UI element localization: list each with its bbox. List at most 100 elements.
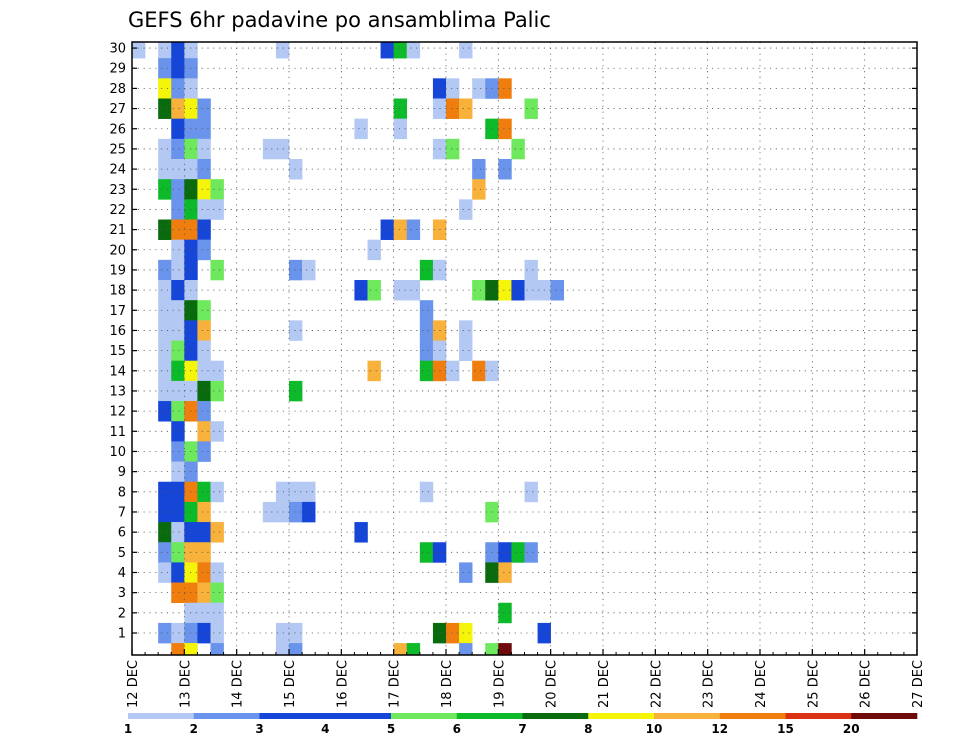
heatmap-cell: [380, 42, 394, 59]
y-tick-label: 2: [118, 606, 126, 621]
legend-swatch: [654, 713, 721, 719]
y-tick-label: 7: [118, 505, 126, 520]
y-tick-label: 14: [109, 364, 126, 379]
y-tick-label: 29: [109, 62, 126, 77]
heatmap-cell: [262, 501, 277, 523]
heatmap-cell: [197, 179, 211, 200]
heatmap-cell: [197, 300, 211, 321]
heatmap-cell: [275, 501, 290, 523]
heatmap-cell: [197, 380, 211, 402]
y-tick-label: 23: [109, 183, 126, 198]
heatmap-cell: [275, 643, 290, 656]
heatmap-cell: [393, 219, 408, 240]
legend-label: 2: [190, 722, 198, 736]
y-tick-label: 27: [109, 102, 126, 117]
y-tick-label: 21: [109, 223, 126, 238]
heatmap-cell: [289, 259, 303, 281]
heatmap-cell: [197, 98, 211, 119]
heatmap-cell: [197, 219, 211, 240]
heatmap-cell: [393, 643, 408, 656]
x-tick-label: 12 DEC: [126, 660, 141, 708]
heatmap-cell: [158, 622, 172, 644]
heatmap-cell: [171, 582, 185, 604]
heatmap-cell: [406, 643, 421, 656]
heatmap-cell: [210, 562, 224, 583]
y-tick-label: 19: [109, 263, 126, 278]
heatmap-cell: [171, 360, 185, 382]
y-tick-label: 11: [109, 425, 126, 440]
heatmap-cell: [393, 280, 408, 301]
heatmap-cells: [132, 42, 565, 656]
heatmap-cell: [158, 280, 172, 301]
x-tick-label: 13 DEC: [178, 660, 193, 708]
heatmap-cell: [158, 340, 172, 362]
legend-label: 7: [518, 722, 526, 736]
heatmap-cell: [472, 179, 486, 200]
heatmap-cell: [354, 522, 368, 543]
heatmap-cell: [498, 602, 512, 624]
grid-lines: [132, 42, 918, 655]
heatmap-cell: [275, 138, 290, 160]
y-tick-label: 20: [109, 243, 126, 258]
heatmap-cell: [197, 421, 211, 442]
heatmap-cell: [171, 118, 185, 140]
heatmap-cell: [419, 340, 434, 362]
y-tick-label: 3: [118, 586, 126, 601]
heatmap-cell: [158, 58, 172, 79]
heatmap-cell: [171, 501, 185, 523]
heatmap-cell: [171, 98, 185, 119]
heatmap-cell: [289, 320, 303, 341]
legend-swatch: [785, 713, 852, 719]
heatmap-cell: [158, 501, 172, 523]
x-axis: 12 DEC 13 DEC 14 DEC 15 DEC 16 DEC 17 DEC 18 D…: [126, 649, 926, 708]
heatmap-cell: [419, 300, 434, 321]
legend-label: 3: [255, 722, 263, 736]
legend-label: 15: [777, 722, 794, 736]
x-tick-label: 14 DEC: [231, 660, 246, 708]
x-tick-label: 15 DEC: [283, 660, 298, 708]
heatmap-cell: [158, 78, 172, 99]
y-tick-label: 13: [109, 384, 126, 399]
heatmap-cell: [171, 42, 185, 59]
heatmap-cell: [459, 340, 473, 362]
heatmap-cell: [158, 179, 172, 200]
heatmap-cell: [171, 159, 185, 180]
heatmap-cell: [171, 421, 185, 442]
heatmap-cell: [302, 481, 316, 503]
heatmap-cell: [393, 118, 408, 140]
heatmap-cell: [132, 42, 146, 59]
heatmap-cell: [472, 280, 486, 301]
heatmap-cell: [197, 340, 211, 362]
heatmap-cell: [184, 643, 198, 656]
heatmap-cell: [367, 280, 381, 301]
heatmap-cell: [171, 481, 185, 503]
heatmap-cell: [302, 259, 316, 281]
heatmap-cell: [210, 421, 224, 442]
heatmap-cell: [158, 138, 172, 160]
x-tick-label: 26 DEC: [859, 660, 874, 708]
heatmap-cell: [197, 239, 211, 261]
heatmap-cell: [524, 259, 538, 281]
heatmap-cell: [524, 280, 538, 301]
color-legend: 1 2 3 4 5 6 7 8 10 12 15 20: [124, 713, 918, 736]
heatmap-cell: [158, 159, 172, 180]
heatmap-cell: [498, 562, 512, 583]
legend-label: 10: [646, 722, 663, 736]
heatmap-cell: [275, 481, 290, 503]
heatmap-cell: [210, 360, 224, 382]
heatmap-cell: [419, 481, 434, 503]
legend-label: 4: [321, 722, 329, 736]
heatmap-cell: [171, 259, 185, 281]
y-tick-label: 18: [109, 284, 126, 299]
heatmap-cell: [210, 522, 224, 543]
heatmap-cell: [197, 602, 211, 624]
legend-swatch: [456, 713, 523, 719]
chart-title: GEFS 6hr padavine po ansamblima Palic: [128, 8, 551, 32]
y-tick-label: 22: [109, 203, 126, 218]
x-tick-label: 20 DEC: [545, 660, 560, 708]
y-tick-label: 17: [109, 304, 126, 319]
heatmap-cell: [511, 280, 525, 301]
heatmap-cell: [419, 259, 434, 281]
heatmap-cell: [171, 78, 185, 99]
heatmap-cell: [197, 118, 211, 140]
